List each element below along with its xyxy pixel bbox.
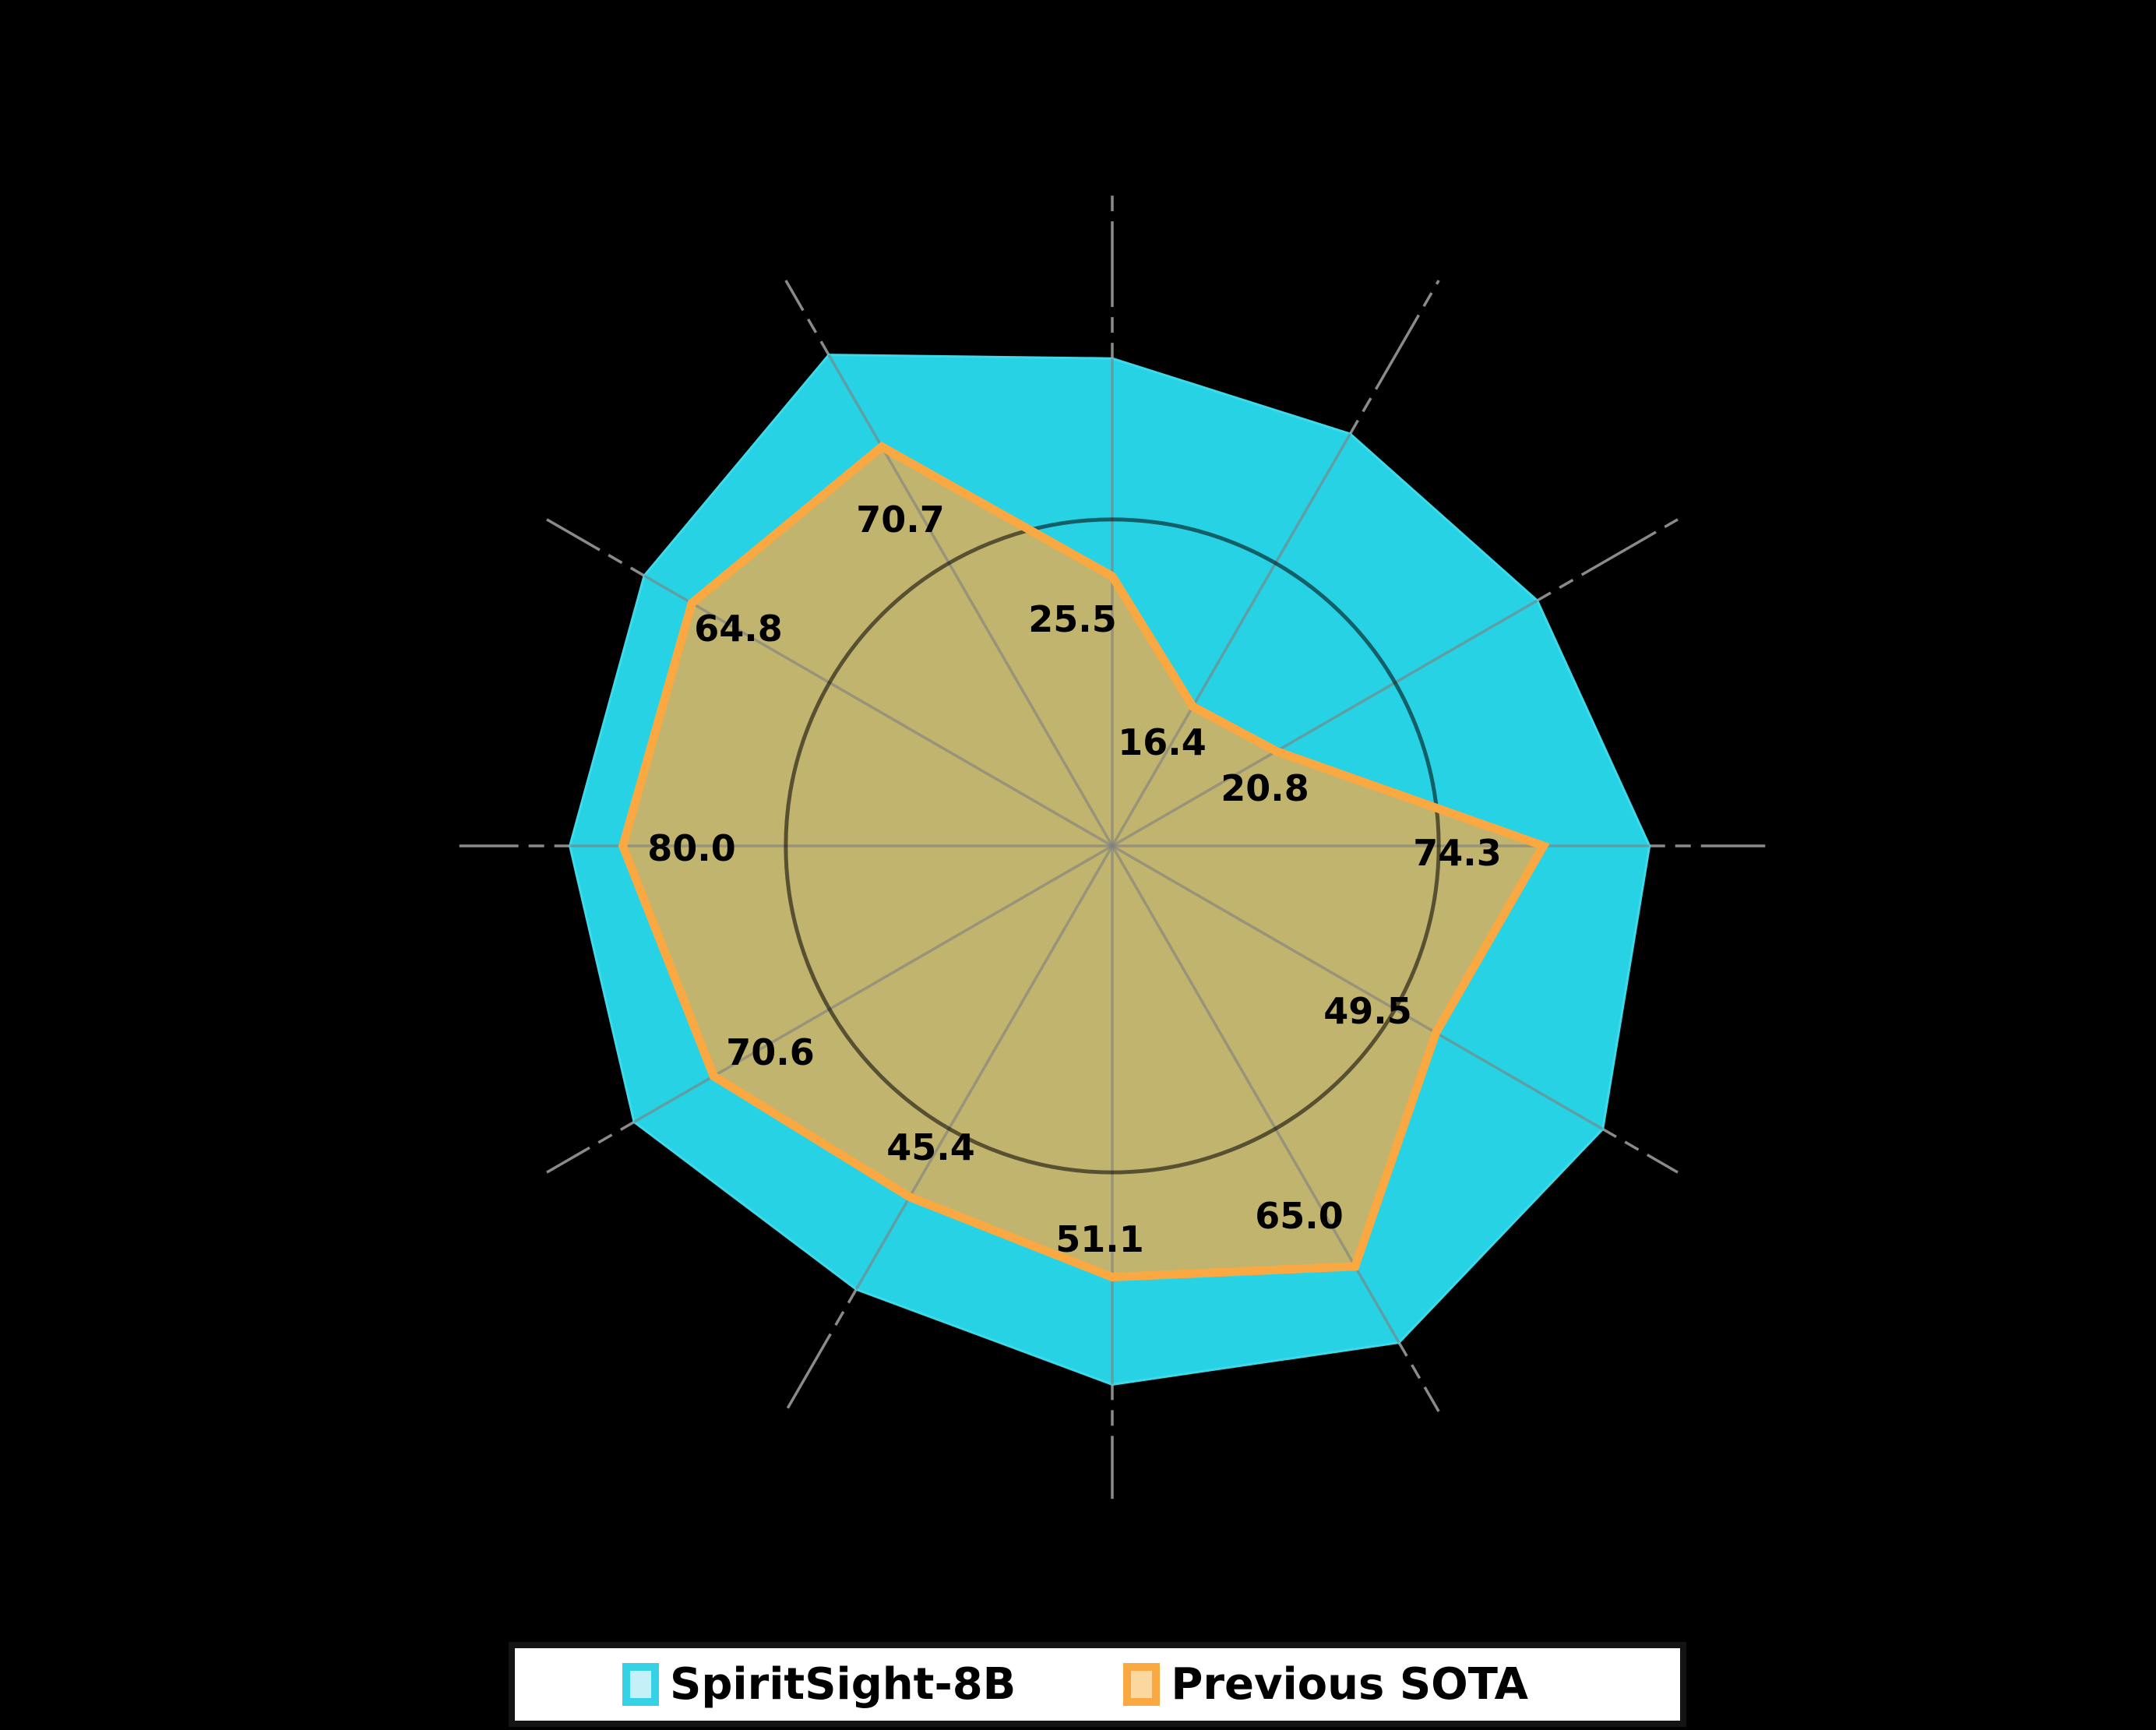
axis-spoke-2 [1111,599,1538,847]
axis-spoke-dashed-5 [1397,1341,1440,1412]
axis-spoke-dashed-1 [1348,280,1440,435]
sota-value-label-9: 80.0 [647,827,736,869]
legend-swatch-spiritsight-icon [622,1663,659,1706]
legend-item-previous-sota: Previous SOTA [1123,1658,1528,1710]
axis-spoke-dashed-11 [784,280,830,356]
legend: SpiritSight-8B Previous SOTA [509,1642,1686,1727]
sota-polygon-outline [618,441,1550,1282]
sota-value-label-5: 65.0 [1255,1195,1344,1237]
sota-value-label-1: 16.4 [1118,721,1207,763]
axis-spoke-4 [1111,844,1604,1131]
sota-value-label-8: 70.6 [726,1031,815,1073]
axis-spoke-dashed-8 [546,1120,636,1174]
sota-value-label-3: 74.3 [1413,832,1502,874]
grid-circle [784,517,1441,1175]
legend-item-spiritsight: SpiritSight-8B [622,1658,1016,1710]
axis-spoke-11 [827,354,1114,847]
legend-swatch-previous-sota-icon [1123,1663,1161,1706]
axis-spoke-7 [854,845,1114,1291]
legend-label-previous-sota: Previous SOTA [1171,1658,1528,1710]
axis-spoke-dashed-10 [546,518,645,577]
sota-value-label-4: 49.5 [1323,990,1412,1032]
sota-value-label-10: 64.8 [694,608,783,650]
axis-spoke-dashed-7 [784,1288,858,1412]
sota-value-label-2: 20.8 [1221,767,1309,809]
sota-value-label-11: 70.7 [856,499,945,541]
axis-spoke-dashed-2 [1536,518,1679,602]
axis-spoke-5 [1111,845,1400,1344]
axis-spoke-10 [643,574,1113,847]
legend-label-spiritsight: SpiritSight-8B [670,1658,1016,1710]
axis-spoke-dashed-4 [1601,1128,1679,1174]
sota-value-label-6: 51.1 [1055,1218,1144,1260]
sota-value-label-0: 25.5 [1028,598,1117,640]
sota-value-label-7: 45.4 [886,1126,975,1168]
axis-spoke-1 [1111,433,1351,847]
